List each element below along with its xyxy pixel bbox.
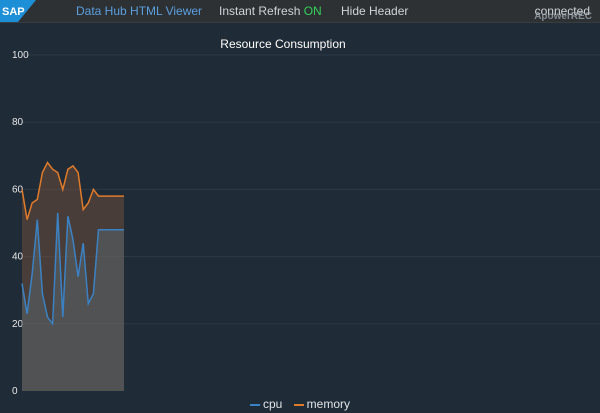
legend-swatch-memory bbox=[293, 403, 304, 406]
instant-refresh-label: Instant Refresh bbox=[219, 4, 301, 18]
connection-status: connected bbox=[534, 4, 590, 18]
legend-item-memory[interactable]: memory bbox=[293, 397, 351, 411]
series-line-cpu[interactable] bbox=[21, 212, 124, 326]
y-axis-ticks: 0 20 40 60 80 100 bbox=[12, 50, 29, 397]
legend-swatch-cpu bbox=[249, 403, 260, 406]
app-title: Data Hub HTML Viewer bbox=[76, 4, 203, 18]
chart-title: Resource Consumption bbox=[220, 37, 345, 51]
legend-label-cpu: cpu bbox=[262, 397, 283, 411]
top-bar: SAP Data Hub HTML Viewer Instant Refresh… bbox=[0, 0, 600, 23]
instant-refresh-state: ON bbox=[303, 4, 322, 18]
chart-legend: cpu memory bbox=[0, 397, 600, 411]
sap-logo-text: SAP bbox=[2, 6, 25, 18]
watermark: ApowerREC bbox=[534, 11, 592, 22]
y-tick-label: 40 bbox=[12, 252, 24, 263]
series-line-memory[interactable] bbox=[21, 161, 124, 220]
y-tick-label: 80 bbox=[12, 117, 24, 128]
hide-header-button[interactable]: Hide Header bbox=[341, 4, 409, 18]
series-area-cpu bbox=[22, 212, 124, 391]
chart-series bbox=[21, 161, 124, 391]
y-tick-label: 60 bbox=[12, 184, 24, 195]
sap-logo: SAP bbox=[0, 0, 36, 22]
legend-item-cpu[interactable]: cpu bbox=[249, 397, 283, 411]
resource-chart: Resource Consumption 0 20 40 60 80 100 bbox=[12, 37, 600, 397]
y-tick-label: 100 bbox=[12, 50, 29, 61]
instant-refresh-toggle[interactable]: Instant Refresh ON bbox=[219, 4, 322, 18]
y-tick-label: 20 bbox=[12, 319, 24, 330]
legend-label-memory: memory bbox=[306, 397, 351, 411]
y-tick-label: 0 bbox=[12, 386, 18, 397]
